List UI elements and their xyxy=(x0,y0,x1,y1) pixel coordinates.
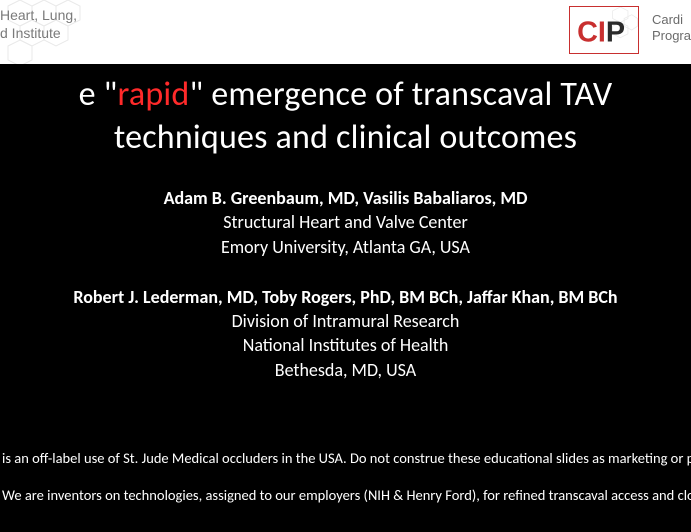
group1-affil1: Structural Heart and Valve Center xyxy=(0,210,691,234)
group2-affil1: Division of Intramural Research xyxy=(0,309,691,333)
author-group1: Adam B. Greenbaum, MD, Vasilis Babaliaro… xyxy=(0,186,691,259)
title-pre: e xyxy=(79,74,104,115)
authors-block: Adam B. Greenbaum, MD, Vasilis Babaliaro… xyxy=(0,186,691,382)
program-name-right: Cardi Progra xyxy=(652,12,691,45)
author-group2: Robert J. Lederman, MD, Toby Rogers, PhD… xyxy=(0,285,691,382)
group1-affil2: Emory University, Atlanta GA, USA xyxy=(0,235,691,259)
program-line2: Progra xyxy=(652,28,691,43)
open-quote: " xyxy=(104,74,118,115)
title-rapid: rapid xyxy=(118,74,190,115)
footer-line1: is an off-label use of St. Jude Medical … xyxy=(2,449,689,469)
institute-line1: Heart, Lung, xyxy=(0,7,77,23)
header-strip: Heart, Lung, d Institute CIP Cardi Progr… xyxy=(0,0,691,64)
disclosure-footer: is an off-label use of St. Jude Medical … xyxy=(0,449,691,506)
group1-names: Adam B. Greenbaum, MD, Vasilis Babaliaro… xyxy=(0,186,691,210)
institute-line2: d Institute xyxy=(0,25,61,41)
cip-logo: CIP xyxy=(569,6,639,54)
group2-affil3: Bethesda, MD, USA xyxy=(0,358,691,382)
program-line1: Cardi xyxy=(652,12,683,27)
group2-names: Robert J. Lederman, MD, Toby Rogers, PhD… xyxy=(0,285,691,309)
footer-line2: We are inventors on technologies, assign… xyxy=(2,486,689,506)
title-rest1: emergence of transcaval TAV xyxy=(203,74,612,115)
close-quote: " xyxy=(190,74,204,115)
slide-title: e "rapid" emergence of transcaval TAV te… xyxy=(0,74,691,159)
title-line2: techniques and clinical outcomes xyxy=(114,117,577,158)
group2-affil2: National Institutes of Health xyxy=(0,333,691,357)
svg-text:CIP: CIP xyxy=(577,17,625,49)
institute-name-left: Heart, Lung, d Institute xyxy=(0,6,77,42)
